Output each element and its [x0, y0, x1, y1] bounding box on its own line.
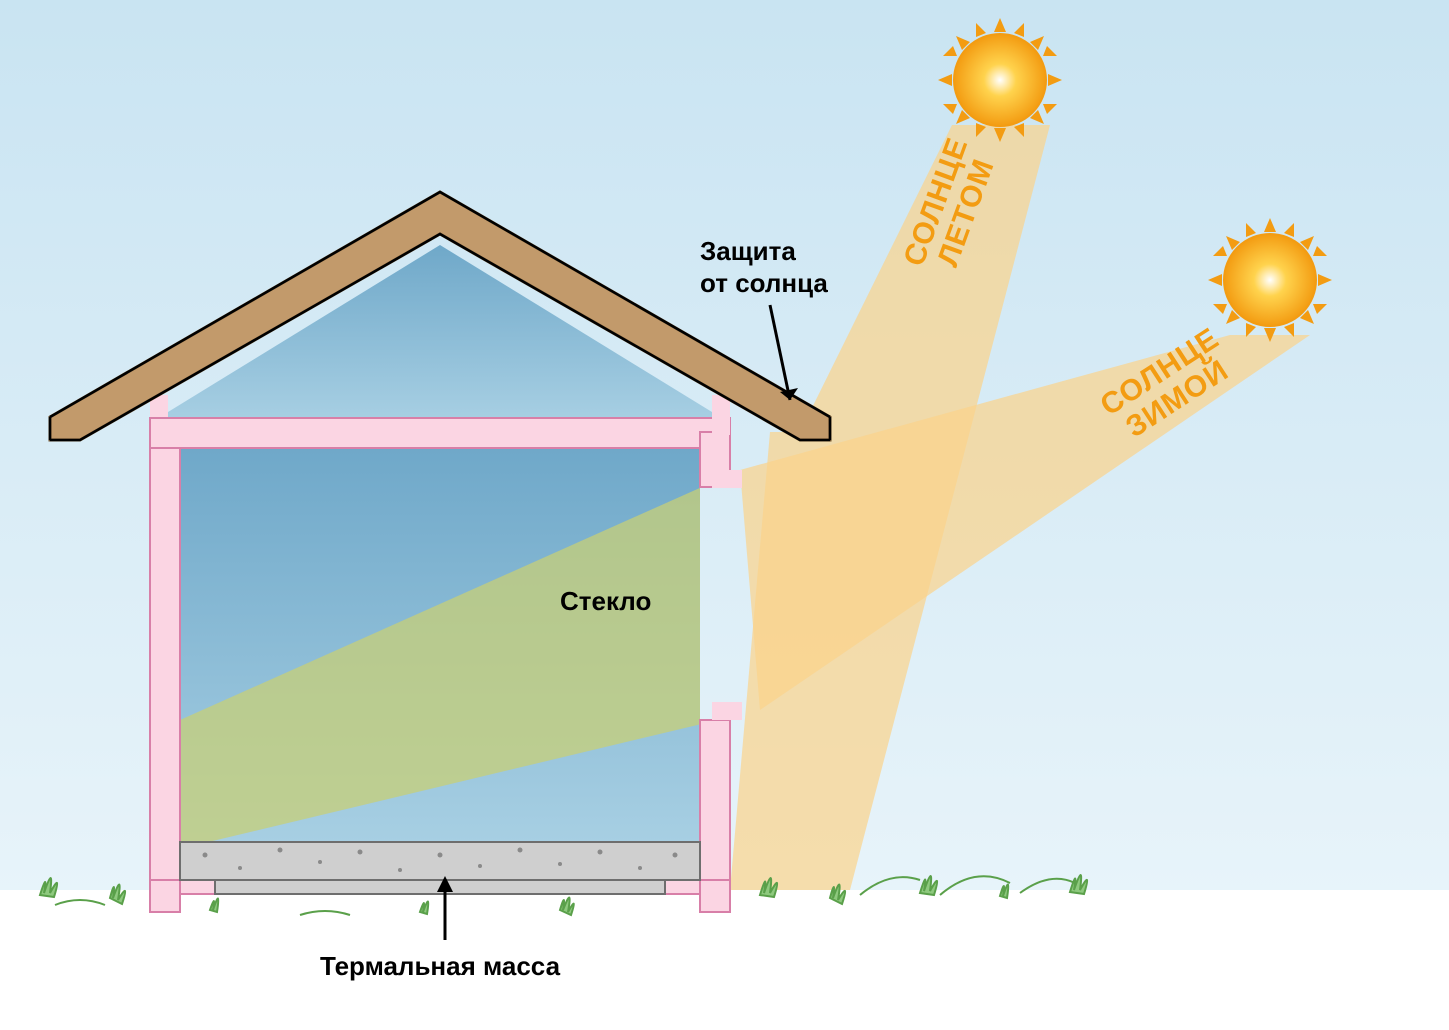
insulation-left-wall	[150, 432, 180, 890]
svg-text:Термальная масса: Термальная масса	[320, 951, 561, 981]
insulation-right-riser	[712, 395, 730, 435]
winter-sun-icon	[1208, 218, 1332, 342]
svg-text:от солнца: от солнца	[700, 268, 828, 298]
glass-annotation: Стекло	[560, 586, 651, 616]
insulation-ceiling	[150, 418, 730, 448]
diagram-canvas: СОЛНЦЕ ЛЕТОМ СОЛНЦЕ ЗИМОЙ Защита от солн…	[0, 0, 1449, 1030]
insulation-window-bottom-cap	[712, 702, 742, 720]
insulation-window-top-cap	[712, 470, 742, 488]
svg-text:Защита: Защита	[700, 236, 796, 266]
summer-sun-icon	[938, 18, 1062, 142]
insulation-right-wall-bottom	[700, 720, 730, 890]
